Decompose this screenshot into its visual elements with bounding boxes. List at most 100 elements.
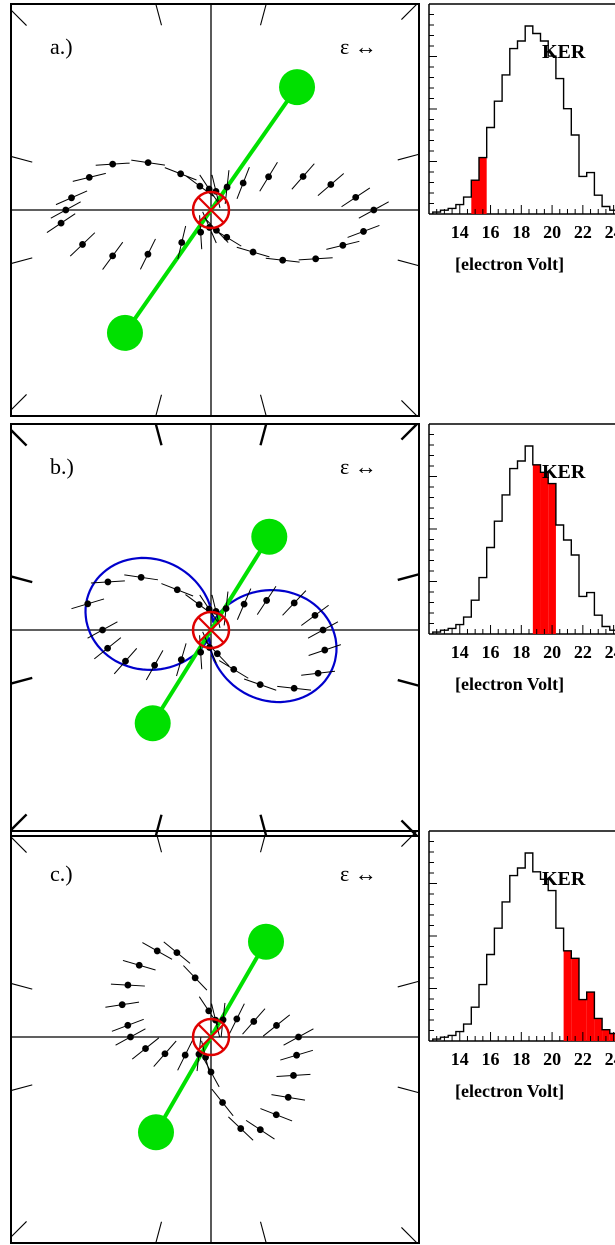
data-point (84, 600, 92, 608)
data-point (62, 206, 70, 214)
data-point (273, 1022, 280, 1029)
data-point (109, 252, 117, 260)
ker-histogram-c: 14 16 18 20 22 24 (428, 830, 615, 1069)
data-point (263, 597, 271, 604)
histogram-x-tick-label: 20 (543, 642, 561, 662)
histogram-x-tick-label: 22 (574, 222, 592, 242)
histogram-x-tick-label: 24 (605, 642, 615, 662)
data-point (279, 256, 287, 264)
data-point (197, 228, 205, 236)
data-point (177, 656, 185, 664)
angle-tick (397, 980, 420, 988)
histogram-highlight-bar (594, 1018, 603, 1041)
data-point (173, 949, 181, 957)
histogram-highlight-bar (602, 1029, 610, 1041)
data-point (195, 601, 203, 609)
molecule-atom-lower (138, 1114, 174, 1151)
histogram-highlight-bar (479, 157, 487, 214)
angle-tick (154, 423, 163, 446)
data-point (256, 1126, 264, 1134)
angle-tick (259, 3, 267, 26)
data-point (222, 605, 230, 612)
histogram-x-tick-label: 20 (543, 222, 561, 242)
data-point (321, 646, 329, 654)
histogram-highlight-bar (563, 950, 572, 1041)
ker-title-c: KER (542, 868, 586, 890)
data-point (57, 219, 65, 227)
angle-tick (10, 676, 33, 685)
molecule-atom-lower (106, 314, 143, 351)
panel-label-c: c.) (50, 861, 73, 886)
data-point (327, 181, 335, 188)
molecule-atom-lower (134, 705, 171, 742)
data-point (135, 961, 143, 969)
histogram-outline (432, 25, 615, 214)
data-point (319, 626, 327, 634)
angle-tick (10, 394, 27, 411)
angle-tick (10, 257, 33, 265)
histogram-highlight-bar (471, 180, 479, 214)
molecule-atom-upper (248, 923, 284, 960)
angle-tick (10, 575, 33, 584)
data-point (122, 657, 129, 665)
ker-unit-label-b: [electron Volt] (455, 674, 564, 694)
data-point (191, 974, 199, 982)
histogram-x-tick-label: 22 (574, 1049, 592, 1069)
ker-title-b: KER (542, 461, 586, 483)
data-point (127, 1033, 134, 1041)
panel-label-b: b.) (50, 454, 74, 479)
angle-tick (155, 1221, 163, 1244)
data-point (299, 173, 307, 180)
histogram-x-tick-label: 16 (482, 222, 500, 242)
histogram-highlight-bar (532, 464, 541, 634)
histogram-highlight-bar (540, 472, 549, 634)
data-point (290, 599, 298, 607)
data-point (314, 669, 322, 677)
histogram-highlight-bar (586, 992, 595, 1041)
data-point (144, 250, 152, 258)
angle-tick (401, 3, 418, 20)
polarization-label-a: ε ↔ (340, 34, 377, 59)
data-point (370, 206, 378, 214)
angle-tick (155, 3, 163, 26)
data-point (79, 241, 86, 248)
ker-unit-label-c: [electron Volt] (455, 1081, 564, 1101)
data-point (213, 650, 221, 658)
data-point (223, 183, 231, 191)
ker-histogram-b: 14 16 18 20 22 24 (428, 423, 615, 662)
histogram-x-tick-label: 22 (574, 642, 592, 662)
angle-tick (401, 400, 418, 417)
data-point (99, 626, 106, 634)
data-point (293, 1051, 300, 1059)
data-point (272, 1111, 280, 1119)
histogram-outline (432, 445, 615, 634)
angle-tick (10, 429, 28, 447)
data-point (178, 239, 186, 246)
angle-tick (10, 9, 27, 26)
data-point (104, 644, 111, 652)
histogram-x-tick-label: 14 (451, 1049, 469, 1069)
data-point (207, 1068, 215, 1076)
histogram-x-tick-label: 18 (512, 1049, 530, 1069)
angle-tick (155, 830, 163, 853)
polarization-label-b: ε ↔ (340, 454, 377, 479)
data-point (118, 1001, 126, 1009)
data-point (161, 1050, 169, 1058)
data-point (360, 228, 367, 235)
data-point (196, 182, 204, 190)
data-point (205, 1007, 213, 1015)
histogram-highlight-bar (548, 483, 556, 634)
data-point (68, 194, 75, 202)
angle-tick (397, 573, 420, 582)
histogram-highlight-bar (571, 958, 579, 1041)
histogram-x-tick-label: 18 (512, 222, 530, 242)
data-point (85, 173, 93, 181)
angle-tick (259, 423, 268, 446)
angle-tick (397, 153, 420, 161)
histogram-x-tick-label: 14 (451, 642, 469, 662)
data-point (352, 193, 360, 201)
angle-tick (400, 423, 418, 441)
ker-histogram-a: 14 16 18 20 22 24 (428, 3, 615, 242)
polarization-label-c: ε ↔ (340, 861, 377, 886)
